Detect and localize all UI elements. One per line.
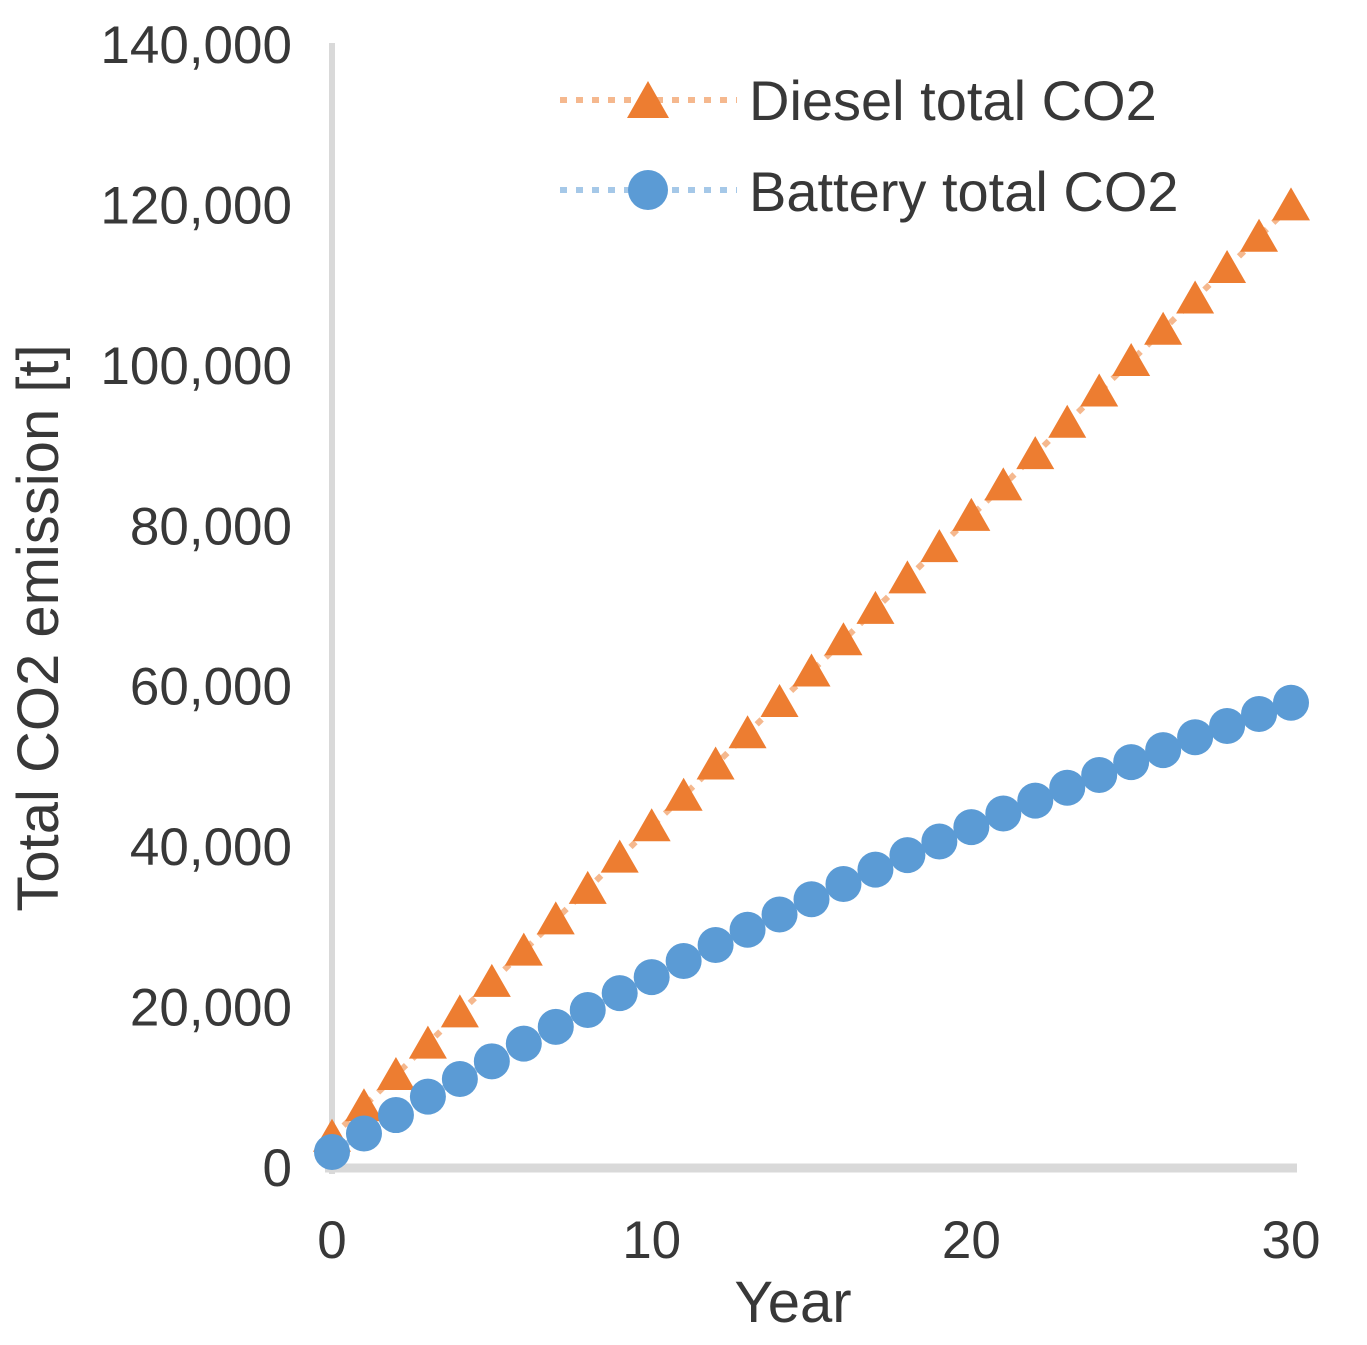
legend-label-battery: Battery total CO2 xyxy=(749,160,1179,223)
diesel-marker xyxy=(792,653,831,687)
diesel-marker xyxy=(568,870,607,904)
y-tick-label: 60,000 xyxy=(130,658,292,717)
battery-marker xyxy=(665,943,702,980)
y-tick-label: 40,000 xyxy=(130,818,292,877)
legend-diesel-triangle-icon xyxy=(627,81,669,118)
battery-marker xyxy=(314,1133,350,1170)
battery-marker xyxy=(1241,695,1278,732)
diesel-marker xyxy=(888,560,927,594)
battery-marker xyxy=(1049,769,1086,806)
diesel-marker xyxy=(408,1025,447,1059)
battery-marker xyxy=(569,991,606,1028)
battery-marker xyxy=(921,823,958,860)
diesel-marker xyxy=(856,590,895,624)
x-tick-label: 20 xyxy=(942,1211,1001,1270)
x-axis-title: Year xyxy=(734,1270,851,1335)
diesel-marker xyxy=(1112,343,1151,377)
x-tick-label: 0 xyxy=(317,1211,346,1270)
diesel-marker xyxy=(1176,280,1215,314)
diesel-marker xyxy=(600,839,639,873)
battery-marker xyxy=(729,911,766,948)
y-tick-label: 120,000 xyxy=(100,176,292,235)
y-tick-label: 20,000 xyxy=(130,979,292,1038)
diesel-marker xyxy=(664,777,703,811)
diesel-marker xyxy=(920,529,959,563)
diesel-marker xyxy=(760,683,799,717)
series-diesel xyxy=(313,187,1310,1152)
diesel-marker xyxy=(824,622,863,656)
legend-markers xyxy=(560,81,737,210)
diesel-marker xyxy=(696,746,735,780)
battery-marker xyxy=(1145,732,1182,769)
battery-marker xyxy=(633,959,670,996)
diesel-marker xyxy=(952,497,991,531)
diesel-marker xyxy=(376,1056,415,1090)
battery-marker xyxy=(601,975,638,1012)
diesel-marker xyxy=(504,932,543,966)
diesel-marker xyxy=(344,1088,383,1122)
y-tick-label: 140,000 xyxy=(100,16,292,75)
battery-marker xyxy=(953,809,990,846)
y-axis-tick-labels: 0 20,000 40,000 60,000 80,000 100,000 120,000 1… xyxy=(100,16,292,1198)
battery-marker xyxy=(761,896,798,933)
diesel-marker xyxy=(1240,218,1279,252)
x-tick-label: 10 xyxy=(622,1211,681,1270)
battery-marker xyxy=(793,881,830,918)
diesel-marker xyxy=(1048,404,1087,438)
battery-marker xyxy=(505,1025,542,1062)
battery-marker xyxy=(1017,782,1054,819)
battery-marker xyxy=(1081,756,1118,793)
y-tick-label: 80,000 xyxy=(130,497,292,556)
battery-marker xyxy=(857,851,894,888)
data-series xyxy=(313,187,1310,1170)
battery-marker xyxy=(985,795,1022,832)
battery-marker xyxy=(1209,708,1246,745)
y-axis-title: Total CO2 emission [t] xyxy=(6,344,71,911)
battery-marker xyxy=(473,1043,510,1080)
diesel-marker xyxy=(536,901,575,935)
battery-marker xyxy=(377,1097,414,1134)
diesel-marker xyxy=(1144,311,1183,345)
legend-label-diesel: Diesel total CO2 xyxy=(749,69,1157,132)
legend: Diesel total CO2 Battery total CO2 xyxy=(560,69,1179,223)
battery-marker xyxy=(825,866,862,903)
legend-battery-circle-icon xyxy=(628,170,668,210)
diesel-marker xyxy=(1208,249,1247,283)
battery-marker xyxy=(409,1078,446,1115)
x-axis-tick-labels: 0 10 20 30 xyxy=(317,1211,1320,1270)
axes xyxy=(325,43,1297,1174)
battery-marker xyxy=(889,837,926,874)
battery-marker xyxy=(1273,684,1309,721)
diesel-marker xyxy=(632,808,671,842)
diesel-marker xyxy=(984,467,1023,501)
diesel-marker xyxy=(440,994,479,1028)
x-tick-label: 30 xyxy=(1262,1211,1321,1270)
battery-marker xyxy=(1113,744,1150,781)
y-tick-label: 0 xyxy=(263,1139,292,1198)
diesel-marker xyxy=(1272,187,1310,221)
battery-marker xyxy=(1177,719,1214,756)
battery-marker xyxy=(441,1060,478,1097)
battery-marker xyxy=(697,927,734,964)
battery-marker xyxy=(345,1115,382,1152)
diesel-marker xyxy=(1080,373,1119,407)
series-battery xyxy=(314,684,1309,1170)
diesel-marker xyxy=(728,715,767,749)
diesel-marker xyxy=(1016,436,1055,470)
battery-marker xyxy=(537,1008,574,1045)
y-tick-label: 100,000 xyxy=(100,337,292,396)
diesel-marker xyxy=(472,963,511,997)
